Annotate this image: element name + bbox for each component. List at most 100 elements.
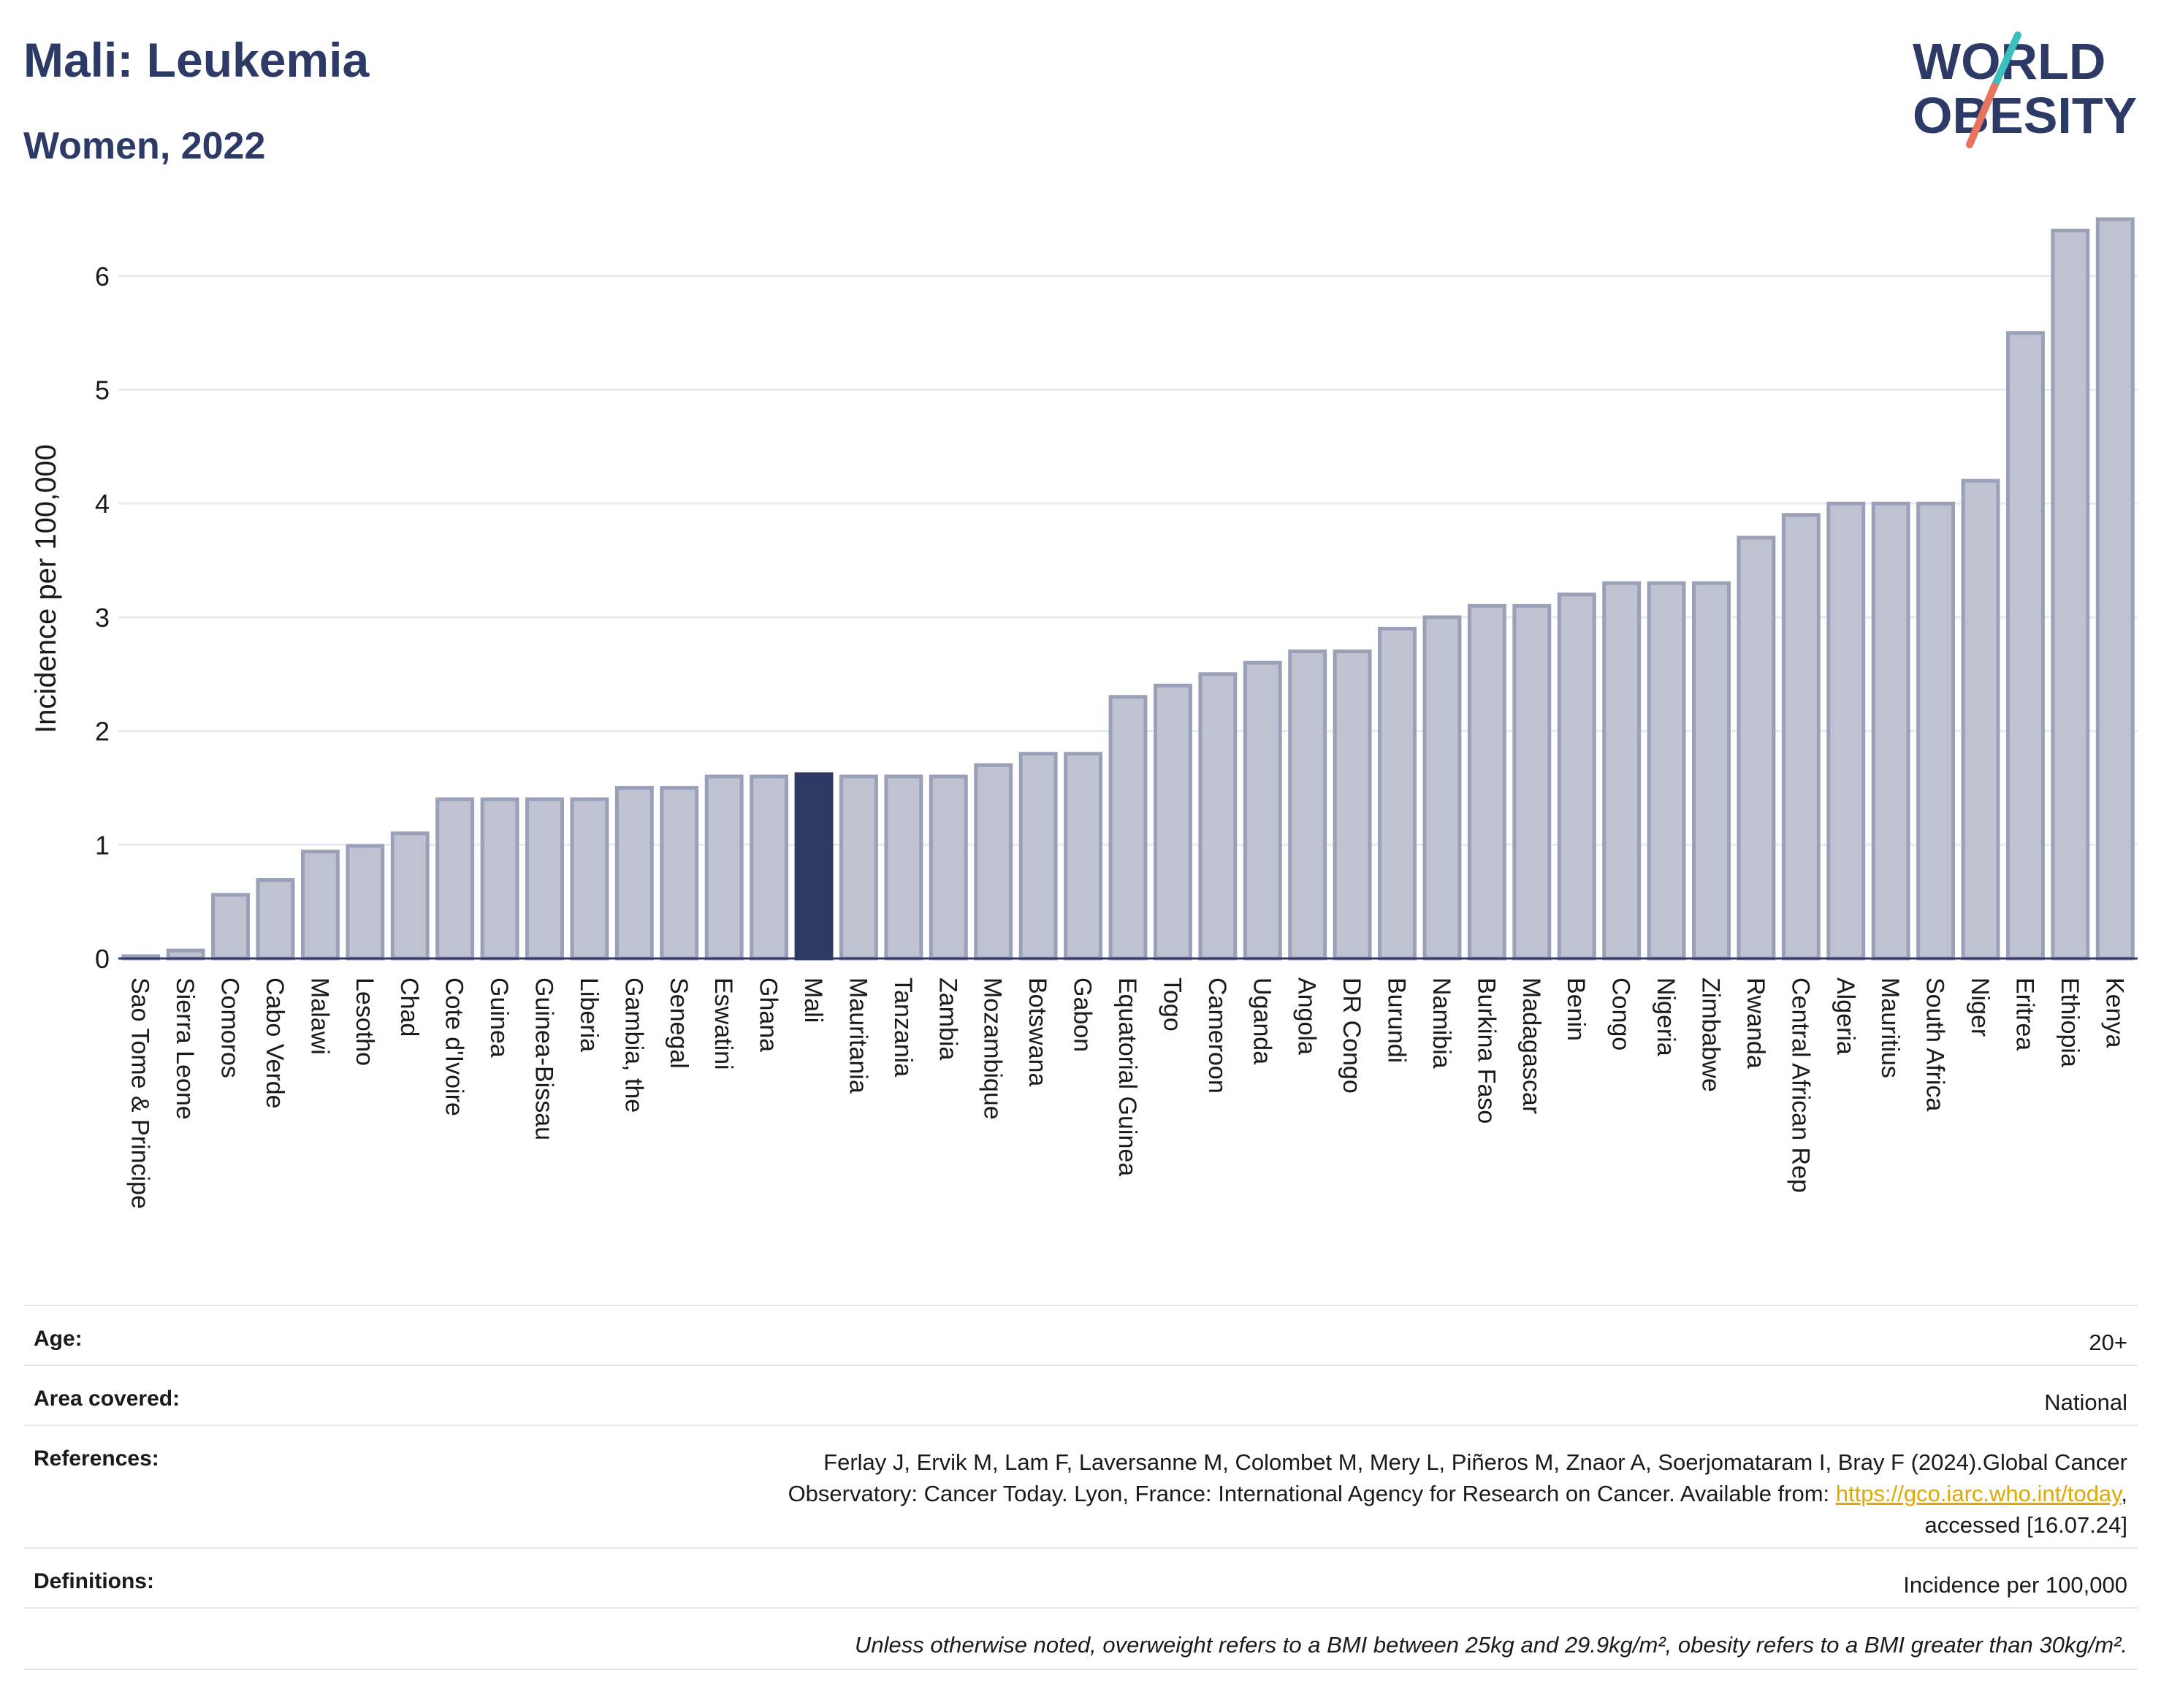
references-label: References: (34, 1446, 159, 1471)
bar-senegal[interactable] (660, 785, 699, 961)
bar-liberia[interactable] (570, 797, 609, 961)
bar-rwanda[interactable] (1737, 535, 1776, 961)
bar-nigeria[interactable] (1647, 581, 1686, 961)
x-tick-label: Guinea (485, 977, 513, 1058)
definitions-label: Definitions: (34, 1569, 154, 1593)
bar-zimbabwe[interactable] (1692, 581, 1731, 961)
bar-comoros[interactable] (211, 893, 251, 961)
bar-madagascar[interactable] (1512, 603, 1552, 961)
x-tick-label: Rwanda (1742, 977, 1769, 1069)
x-tick-label: Niger (1966, 977, 1994, 1037)
x-tick-label: Kenya (2100, 977, 2128, 1048)
info-row-definitions: Definitions: Incidence per 100,000 (23, 1547, 2138, 1607)
x-tick-label: Equatorial Guinea (1113, 977, 1141, 1176)
bar-south-africa[interactable] (1916, 501, 1956, 961)
x-tick-label: Mozambique (979, 977, 1007, 1120)
x-tick-label: DR Congo (1338, 977, 1365, 1094)
references-line-2-prefix: Observatory: Cancer Today. Lyon, France:… (788, 1481, 1836, 1506)
x-tick-label: Cote d'Ivoire (441, 977, 468, 1116)
bar-chart: 0 1 2 3 4 5 6 Sao Tome & Principe Sierra Leone C… (30, 217, 2138, 1209)
bar-gambia-the[interactable] (614, 785, 654, 961)
x-tick-label: Lesotho (351, 977, 378, 1066)
bar-malawi[interactable] (300, 850, 340, 961)
x-tick-label: Uganda (1248, 977, 1276, 1064)
references-line-2-suffix: , (2121, 1481, 2127, 1506)
bar-togo[interactable] (1153, 683, 1192, 961)
bar-mauritius[interactable] (1871, 501, 1910, 961)
references-link[interactable]: https://gco.iarc.who.int/today (1835, 1481, 2122, 1506)
bar-cote-d-ivoire[interactable] (435, 797, 475, 961)
y-axis-title: Incidence per 100,000 (30, 444, 62, 733)
bar-mauritania[interactable] (839, 774, 878, 961)
bar-botswana[interactable] (1018, 752, 1058, 961)
bar-zambia[interactable] (929, 774, 968, 961)
info-row-references: References: Ferlay J, Ervik M, Lam F, La… (23, 1425, 2138, 1547)
page-subtitle: Women, 2022 (23, 125, 266, 167)
x-tick-label: Tanzania (889, 977, 917, 1077)
references-line-1: Ferlay J, Ervik M, Lam F, Laversanne M, … (823, 1449, 2127, 1475)
bar-eswatini[interactable] (704, 774, 744, 961)
x-tick-label: Namibia (1428, 977, 1455, 1069)
x-tick-label: Liberia (575, 977, 603, 1052)
age-value: 20+ (2089, 1330, 2127, 1355)
bar-benin[interactable] (1557, 592, 1596, 961)
y-tick-label: 4 (95, 489, 110, 519)
bar-lesotho[interactable] (346, 844, 385, 961)
x-tick-label: Sierra Leone (171, 977, 199, 1120)
bar-ghana[interactable] (750, 774, 789, 961)
x-tick-label: Chad (395, 977, 423, 1037)
y-tick-label: 5 (95, 375, 110, 405)
x-tick-label: Togo (1158, 977, 1186, 1032)
bar-kenya[interactable] (2095, 217, 2135, 961)
bar-tanzania[interactable] (884, 774, 923, 961)
page-title: Mali: Leukemia (23, 33, 370, 87)
bar-congo[interactable] (1602, 581, 1642, 961)
bar-guinea-bissau[interactable] (525, 797, 564, 961)
bar-burkina-faso[interactable] (1467, 603, 1506, 961)
bar-eritrea[interactable] (2005, 331, 2045, 961)
x-tick-label: Ethiopia (2056, 977, 2084, 1067)
y-tick-label: 1 (95, 830, 110, 860)
bar-cabo-verde[interactable] (256, 878, 295, 961)
x-tick-label: Guinea-Bissau (530, 977, 558, 1140)
bar-angola[interactable] (1288, 649, 1327, 961)
bar-ethiopia[interactable] (2051, 229, 2090, 961)
x-tick-label: Mauritania (844, 977, 872, 1094)
bar-guinea[interactable] (480, 797, 519, 961)
x-tick-label: Gambia, the (620, 977, 647, 1113)
x-tick-label: Eritrea (2011, 977, 2038, 1051)
bar-dr-congo[interactable] (1333, 649, 1372, 961)
references-line-3: accessed [16.07.24] (1924, 1512, 2127, 1538)
bar-mali[interactable] (794, 772, 834, 961)
y-tick-label: 6 (95, 262, 110, 291)
bar-burundi[interactable] (1378, 626, 1417, 961)
x-tick-label: Burundi (1383, 977, 1411, 1063)
bar-namibia[interactable] (1422, 615, 1462, 961)
bar-sierra-leone[interactable] (166, 948, 205, 961)
bar-mozambique[interactable] (974, 763, 1013, 961)
info-table: Age: 20+ Area covered: National Referenc… (23, 1305, 2138, 1670)
bar-chad[interactable] (390, 831, 430, 961)
x-tick-label: Burkina Faso (1472, 977, 1500, 1124)
x-tick-label: Malawi (305, 977, 333, 1055)
references-value: Ferlay J, Ervik M, Lam F, Laversanne M, … (788, 1446, 2127, 1541)
x-tick-label: Botswana (1024, 977, 1051, 1086)
bar-cameroon[interactable] (1198, 672, 1238, 961)
definitions-value: Incidence per 100,000 (1903, 1572, 2127, 1598)
bar-equatorial-guinea[interactable] (1108, 695, 1148, 961)
x-tick-label: Sao Tome & Principe (126, 977, 154, 1209)
world-obesity-logo: WORLD OBESITY (1913, 31, 2137, 148)
x-tick-label: Senegal (665, 977, 693, 1069)
bar-algeria[interactable] (1826, 501, 1866, 961)
x-tick-label: Ghana (755, 977, 782, 1052)
references-line-2: Observatory: Cancer Today. Lyon, France:… (788, 1478, 2127, 1509)
bar-uganda[interactable] (1243, 660, 1282, 961)
bar-central-african-rep[interactable] (1781, 513, 1821, 961)
x-tick-label: Zambia (934, 977, 961, 1060)
x-axis-labels: Sao Tome & Principe Sierra Leone Comoros Ca… (126, 977, 2129, 1209)
bar-gabon[interactable] (1064, 752, 1103, 961)
x-tick-label: Congo (1607, 977, 1635, 1051)
bar-niger[interactable] (1961, 479, 2000, 961)
x-tick-label: Algeria (1832, 977, 1859, 1055)
x-tick-label: Mauritius (1876, 977, 1904, 1078)
